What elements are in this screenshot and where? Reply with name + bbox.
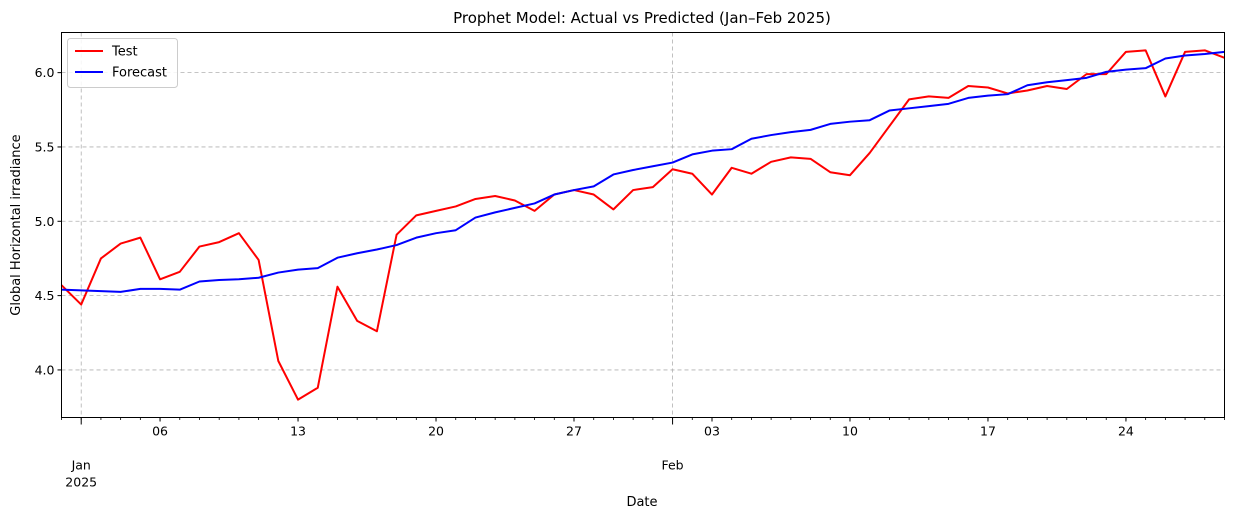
x-tick-label: 24 — [1118, 424, 1134, 439]
plot-frame — [61, 32, 1225, 418]
x-tick-label: 17 — [980, 424, 996, 439]
x-month-label: Jan — [71, 458, 91, 473]
x-tick-label: 06 — [152, 424, 168, 439]
series-line-forecast — [61, 50, 1225, 293]
x-tick-label: 27 — [566, 424, 582, 439]
y-tick-label: 6.0 — [35, 65, 55, 80]
x-tick-label: 13 — [290, 424, 306, 439]
x-tick-label: 20 — [428, 424, 444, 439]
legend: Test Forecast — [67, 38, 178, 88]
legend-label-test: Test — [111, 45, 138, 60]
x-tick-label: 10 — [842, 424, 858, 439]
x-tick-label: 03 — [704, 424, 720, 439]
series-line-test — [60, 49, 1225, 401]
y-axis: 4.0 4.5 5.0 5.5 6.0 — [35, 65, 62, 377]
y-tick-label: 5.0 — [35, 214, 55, 229]
x-month-label: Feb — [661, 458, 683, 473]
legend-label-forecast: Forecast — [112, 66, 167, 81]
y-tick-label: 4.0 — [35, 362, 55, 377]
series-layer — [60, 49, 1225, 401]
gridlines — [61, 32, 1225, 418]
y-tick-label: 5.5 — [35, 139, 55, 154]
y-axis-title: Global Horizontal irradiance — [9, 134, 24, 315]
chart-title: Prophet Model: Actual vs Predicted (Jan–… — [453, 9, 831, 27]
y-tick-label: 4.5 — [35, 288, 55, 303]
x-axis-title: Date — [626, 495, 657, 510]
x-axis: 06 13 20 27 03 10 17 24 Jan 2025 Feb — [61, 417, 1225, 490]
x-year-label: 2025 — [65, 475, 97, 490]
